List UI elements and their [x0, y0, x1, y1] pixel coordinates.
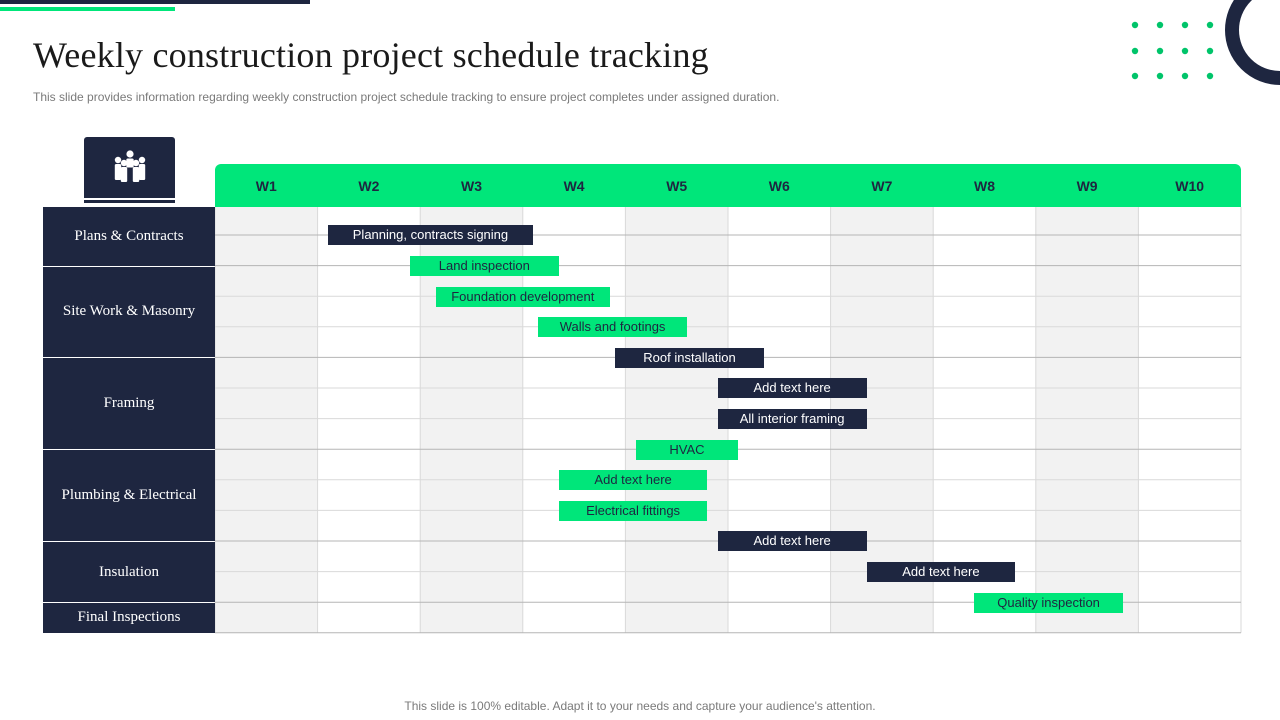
- task-bar: Land inspection: [409, 255, 559, 276]
- week-label-w4: W4: [563, 178, 585, 194]
- week-label-w5: W5: [666, 178, 688, 194]
- task-bar: Add text here: [558, 470, 708, 491]
- task-bar: Planning, contracts signing: [327, 225, 534, 246]
- team-people-icon: [114, 150, 146, 182]
- week-label-w2: W2: [358, 178, 380, 194]
- top-accent-bar-dark: [0, 0, 310, 4]
- task-bar: Add text here: [866, 561, 1016, 582]
- week-label-w7: W7: [871, 178, 893, 194]
- page-subtitle: This slide provides information regardin…: [33, 90, 780, 104]
- page-title: Weekly construction project schedule tra…: [33, 35, 709, 75]
- column-shade-w1: [215, 207, 318, 633]
- column-shade-w9: [1035, 207, 1139, 633]
- week-label-w1: W1: [255, 178, 277, 194]
- week-label-w9: W9: [1076, 178, 1098, 194]
- task-bar: Add text here: [717, 531, 867, 552]
- footer-note: This slide is 100% editable. Adapt it to…: [404, 699, 876, 713]
- team-icon-box: [84, 137, 175, 198]
- task-bar: Foundation development: [435, 286, 610, 307]
- icon-underline: [84, 200, 175, 203]
- category-plumbing-electrical: Plumbing & Electrical: [43, 450, 215, 541]
- task-bar: Quality inspection: [974, 592, 1123, 613]
- week-label-w8: W8: [973, 178, 995, 194]
- category-plans-contracts: Plans & Contracts: [43, 207, 215, 266]
- task-bar: Add text here: [717, 378, 867, 399]
- week-label-w3: W3: [460, 178, 482, 194]
- column-shade-w3: [420, 207, 523, 633]
- task-bar: HVAC: [635, 439, 739, 460]
- task-bar: Walls and footings: [538, 317, 687, 338]
- task-bar: Roof installation: [615, 347, 764, 368]
- column-shade-w5: [625, 207, 728, 633]
- decorative-dots-ring: [1131, 0, 1280, 85]
- category-site-work-masonry: Site Work & Masonry: [43, 266, 215, 358]
- task-bar: Electrical fittings: [558, 500, 708, 521]
- week-label-w10: W10: [1175, 178, 1205, 194]
- week-label-w6: W6: [768, 178, 790, 194]
- task-bar: All interior framing: [717, 408, 867, 429]
- category-final-inspections: Final Inspections: [43, 603, 215, 633]
- week-header: W1 W2 W3 W4 W5 W6 W7 W8 W9 W10: [215, 164, 1241, 207]
- category-framing: Framing: [43, 358, 215, 450]
- category-insulation: Insulation: [43, 542, 215, 603]
- top-accent-bar-green: [0, 7, 175, 11]
